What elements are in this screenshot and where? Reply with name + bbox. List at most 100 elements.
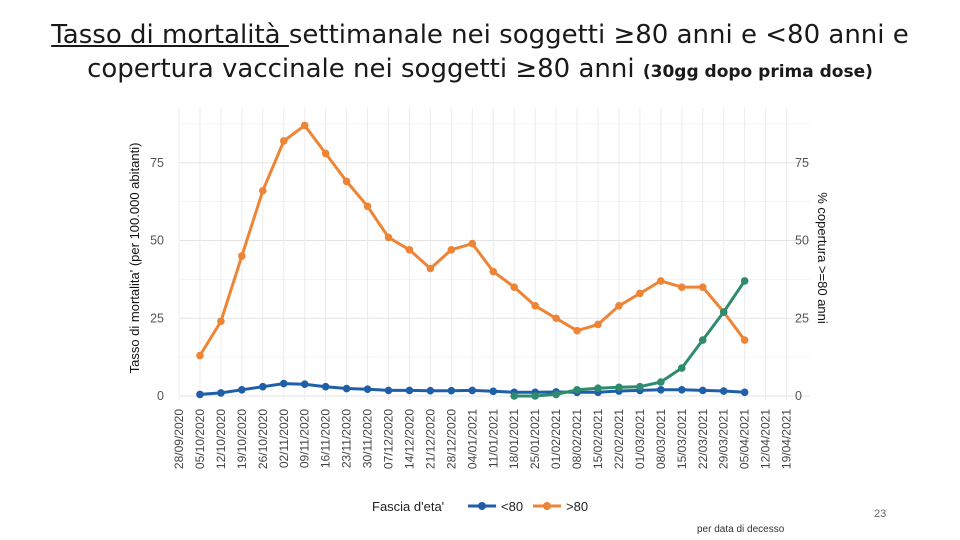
data-point-0: [657, 385, 665, 394]
x-tick-label: 08/02/2021: [570, 409, 584, 469]
data-point-1: [698, 283, 707, 291]
x-tick-label: 22/02/2021: [612, 409, 626, 469]
data-point-1: [468, 239, 477, 248]
x-tick-label: 15/02/2021: [591, 409, 605, 469]
legend-label-over80: >80: [566, 499, 588, 514]
x-tick-label: 15/03/2021: [675, 409, 689, 469]
x-tick-label: 16/11/2020: [319, 409, 333, 468]
data-point-0: [363, 385, 372, 393]
data-point-1: [678, 283, 686, 291]
legend-marker-over80: [543, 502, 551, 510]
x-tick-label: 19/04/2021: [780, 409, 794, 469]
data-point-1: [531, 302, 539, 310]
data-point-0: [489, 387, 498, 396]
y-tick-right: 0: [795, 389, 802, 403]
data-point-2: [573, 385, 581, 394]
x-tick-label: 22/03/2021: [696, 409, 710, 469]
data-point-1: [321, 149, 330, 158]
data-point-1: [238, 252, 246, 260]
data-point-1: [405, 246, 414, 254]
data-point-1: [636, 289, 644, 298]
data-point-2: [531, 392, 539, 400]
data-point-2: [740, 277, 749, 285]
data-point-2: [552, 390, 560, 399]
data-point-0: [279, 379, 288, 388]
data-point-1: [259, 186, 267, 195]
data-point-0: [405, 386, 414, 395]
x-tick-label: 01/02/2021: [549, 409, 563, 469]
title-underlined-part: Tasso di mortalità: [51, 20, 289, 50]
data-point-0: [447, 386, 456, 395]
data-point-2: [719, 308, 728, 316]
data-point-1: [300, 121, 309, 130]
data-point-1: [426, 264, 435, 273]
x-tick-label: 09/11/2020: [298, 409, 312, 468]
x-tick-label: 19/10/2020: [235, 409, 249, 469]
data-point-1: [342, 177, 351, 186]
data-point-0: [740, 388, 749, 397]
data-point-0: [300, 380, 309, 388]
x-tick-label: 07/12/2020: [382, 409, 396, 469]
y-tick-left: 75: [150, 156, 164, 170]
title-line-2: copertura vaccinale nei soggetti ≥80 ann…: [0, 52, 960, 89]
x-tick-label: 04/01/2021: [465, 409, 479, 469]
data-point-1: [573, 326, 581, 335]
data-point-1: [510, 283, 518, 291]
title-rest: settimanale nei soggetti ≥80 anni e <80 …: [288, 20, 909, 50]
data-point-0: [719, 387, 728, 395]
x-tick-label: 21/12/2020: [423, 409, 437, 469]
y-tick-left: 0: [157, 389, 164, 403]
data-point-1: [217, 317, 225, 326]
x-tick-label: 25/01/2021: [528, 409, 542, 469]
x-tick-label: 18/01/2021: [507, 409, 521, 469]
x-tick-label: 29/03/2021: [717, 409, 731, 469]
x-tick-label: 12/04/2021: [759, 409, 773, 469]
data-point-1: [657, 277, 665, 285]
data-point-2: [615, 383, 623, 392]
data-point-2: [657, 378, 665, 386]
x-tick-label: 05/10/2020: [193, 409, 207, 469]
data-point-1: [740, 336, 749, 344]
legend: Fascia d'eta' <80 >80: [372, 499, 588, 514]
data-point-1: [552, 314, 560, 323]
x-tick-label: 08/03/2021: [654, 409, 668, 469]
x-tick-label: 12/10/2020: [214, 409, 228, 469]
x-tick-label: 30/11/2020: [361, 409, 375, 468]
series-layer: [196, 121, 749, 400]
y-tick-left: 25: [150, 311, 164, 325]
x-tick-label: 26/10/2020: [256, 409, 270, 469]
data-point-0: [217, 389, 225, 397]
data-point-1: [615, 302, 623, 310]
data-point-2: [678, 364, 686, 372]
title-note: (30gg dopo prima dose): [642, 62, 873, 82]
y-axis-right-title: % copertura >=80 anni: [815, 192, 830, 324]
data-point-0: [678, 385, 686, 394]
y-tick-right: 50: [795, 234, 809, 248]
page-number: 23: [874, 508, 887, 520]
x-tick-label: 23/11/2020: [340, 409, 354, 468]
data-point-0: [259, 382, 267, 391]
x-tick-label: 14/12/2020: [402, 409, 416, 469]
x-tick-label: 28/09/2020: [172, 409, 186, 469]
axes: Tasso di mortalita' (per 100.000 abitant…: [127, 143, 830, 469]
data-point-2: [636, 382, 644, 391]
legend-label-under80: <80: [501, 499, 523, 514]
data-point-2: [510, 392, 518, 400]
data-point-0: [196, 390, 204, 399]
data-point-1: [594, 320, 602, 329]
data-point-0: [426, 386, 435, 395]
y-tick-right: 25: [795, 311, 809, 325]
data-point-0: [384, 386, 393, 395]
title-line-1: Tasso di mortalità settimanale nei sogge…: [0, 18, 960, 52]
data-point-0: [342, 384, 351, 393]
data-point-0: [238, 385, 246, 394]
data-point-2: [594, 384, 602, 393]
x-tick-label: 02/11/2020: [277, 409, 291, 468]
x-tick-label: 01/03/2021: [633, 409, 647, 469]
data-point-0: [698, 386, 707, 395]
x-tick-label: 28/12/2020: [444, 409, 458, 469]
chart-caption: per data di decesso: [697, 524, 785, 535]
data-point-1: [489, 267, 498, 276]
data-point-1: [447, 246, 456, 254]
legend-marker-under80: [478, 502, 486, 510]
